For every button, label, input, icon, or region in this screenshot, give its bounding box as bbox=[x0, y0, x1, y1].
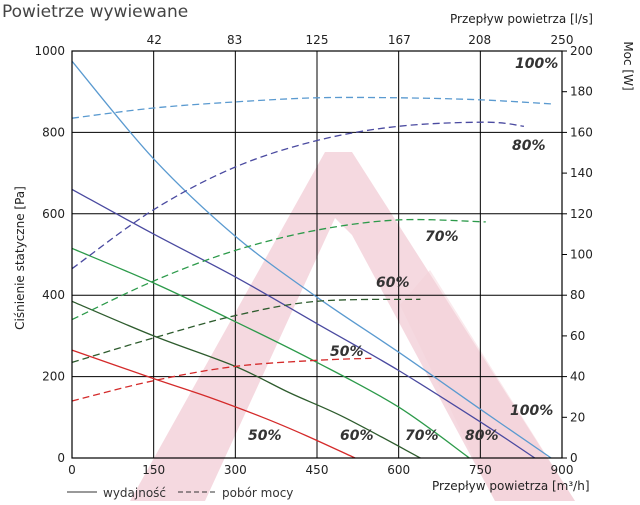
annotation-power: 50% bbox=[330, 344, 364, 360]
y-tick-label: 400 bbox=[42, 288, 65, 302]
y2-axis-title: Moc [W] bbox=[621, 41, 635, 90]
x2-tick-label: 208 bbox=[468, 33, 491, 47]
curve-80 bbox=[71, 188, 536, 459]
legend-solid-label: wydajność bbox=[103, 486, 166, 500]
annotation-bottom: 80% bbox=[465, 428, 499, 444]
y2-tick-label: 40 bbox=[570, 370, 585, 384]
chart-title: Powietrze wywiewane bbox=[2, 2, 188, 22]
annotation-bottom: 100% bbox=[510, 403, 553, 419]
x-axis-title: Przepływ powietrza [m³/h] bbox=[432, 479, 590, 493]
y-tick-label: 800 bbox=[42, 125, 65, 139]
y-axis-title: Ciśnienie statyczne [Pa] bbox=[13, 186, 27, 330]
y2-tick-label: 80 bbox=[570, 288, 585, 302]
power-curve-60 bbox=[71, 298, 421, 364]
annotation-power: 70% bbox=[425, 229, 459, 245]
annotation-power: 80% bbox=[512, 138, 546, 154]
curve-100 bbox=[71, 60, 552, 459]
watermark-chevron-left bbox=[130, 152, 575, 501]
y-tick-label: 600 bbox=[42, 207, 65, 221]
x-tick-label: 900 bbox=[551, 463, 574, 477]
annotation-bottom: 60% bbox=[340, 428, 374, 444]
y2-tick-label: 180 bbox=[570, 85, 593, 99]
annotation-power: 100% bbox=[515, 56, 558, 72]
x-tick-label: 600 bbox=[387, 463, 410, 477]
y2-tick-label: 120 bbox=[570, 207, 593, 221]
x2-tick-label: 167 bbox=[388, 33, 411, 47]
y2-tick-label: 60 bbox=[570, 329, 585, 343]
power-curve-100 bbox=[71, 96, 552, 119]
y2-tick-label: 200 bbox=[570, 44, 593, 58]
x2-tick-label: 83 bbox=[227, 33, 242, 47]
y2-tick-label: 100 bbox=[570, 248, 593, 262]
x-tick-label: 150 bbox=[142, 463, 165, 477]
x2-axis-title: Przepływ powietrza [l/s] bbox=[450, 12, 593, 26]
power-curve-50 bbox=[71, 357, 372, 402]
x-tick-label: 0 bbox=[68, 463, 76, 477]
y-tick-label: 1000 bbox=[34, 44, 65, 58]
x2-tick-label: 125 bbox=[306, 33, 329, 47]
y2-tick-label: 0 bbox=[570, 451, 578, 465]
annotation-bottom: 70% bbox=[405, 428, 439, 444]
watermark-chevron-right bbox=[400, 270, 575, 501]
y-tick-label: 0 bbox=[57, 451, 65, 465]
power-curve-70 bbox=[71, 218, 486, 321]
y2-tick-label: 160 bbox=[570, 125, 593, 139]
curve-70 bbox=[71, 247, 470, 459]
x-tick-label: 300 bbox=[224, 463, 247, 477]
y2-tick-label: 20 bbox=[570, 410, 585, 424]
x-tick-label: 750 bbox=[469, 463, 492, 477]
curve-60 bbox=[71, 300, 421, 459]
annotation-power: 60% bbox=[376, 275, 410, 291]
x2-tick-label: 250 bbox=[551, 33, 574, 47]
legend-dashed-label: pobór mocy bbox=[222, 486, 293, 500]
power-curve-80 bbox=[71, 121, 524, 270]
curve-50 bbox=[71, 349, 356, 459]
y-tick-label: 200 bbox=[42, 370, 65, 384]
y2-tick-label: 140 bbox=[570, 166, 593, 180]
annotation-bottom: 50% bbox=[248, 428, 282, 444]
x-tick-label: 450 bbox=[306, 463, 329, 477]
x2-tick-label: 42 bbox=[147, 33, 162, 47]
